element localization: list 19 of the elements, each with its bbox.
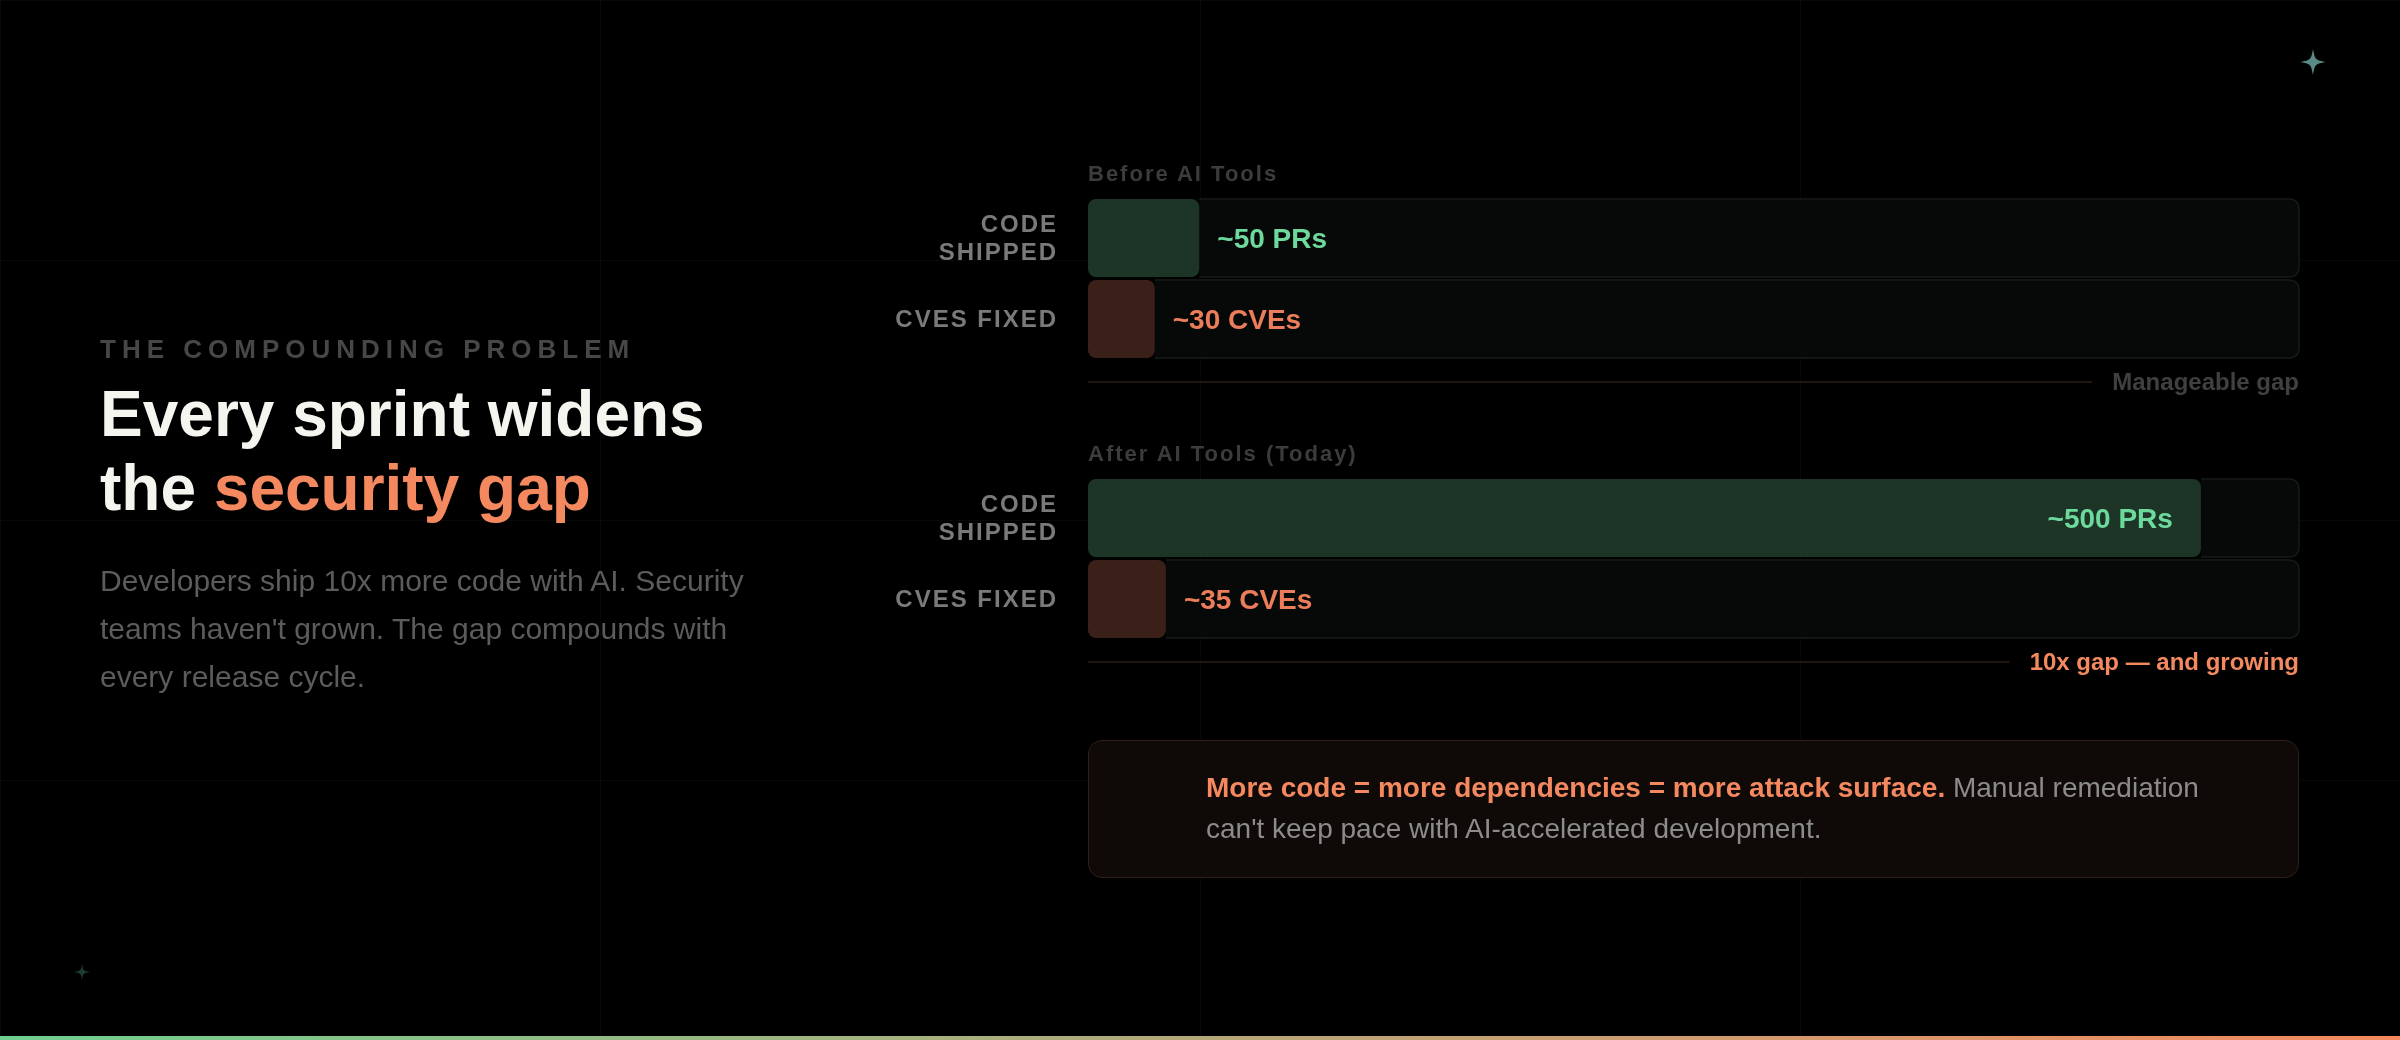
y-tick-label: After AI Tools (Today) bbox=[1088, 440, 1358, 466]
text: CODE SHIPPED bbox=[938, 490, 1058, 546]
data-label: ~500 PRs bbox=[2047, 502, 2173, 534]
ref-line-label: Manageable gap bbox=[2112, 368, 2299, 396]
bar bbox=[1088, 199, 1200, 277]
text: Developers ship 10x more code with AI. Security teams haven't grown. The gap compounds with every release cycle. bbox=[100, 563, 745, 695]
text: THE COMPOUNDING PROBLEM bbox=[100, 334, 636, 365]
series-label: CODE SHIPPED bbox=[938, 210, 1058, 266]
y-tick-label: Before AI Tools bbox=[1088, 160, 1279, 186]
bar bbox=[1088, 560, 1166, 638]
data-label: ~30 CVEs bbox=[1172, 303, 1302, 335]
ref-line-label: 10x gap — and growing bbox=[2029, 648, 2299, 676]
text: CVES FIXED bbox=[895, 585, 1058, 613]
series-label: CVES FIXED bbox=[895, 305, 1058, 333]
bar bbox=[1088, 280, 1155, 358]
text: Every sprint widens the security gap bbox=[100, 377, 706, 525]
data-label: ~35 CVEs bbox=[1183, 583, 1313, 615]
data-label: ~50 PRs bbox=[1217, 222, 1328, 254]
text: More code = more dependencies = more attack surface. bbox=[1206, 771, 1946, 803]
